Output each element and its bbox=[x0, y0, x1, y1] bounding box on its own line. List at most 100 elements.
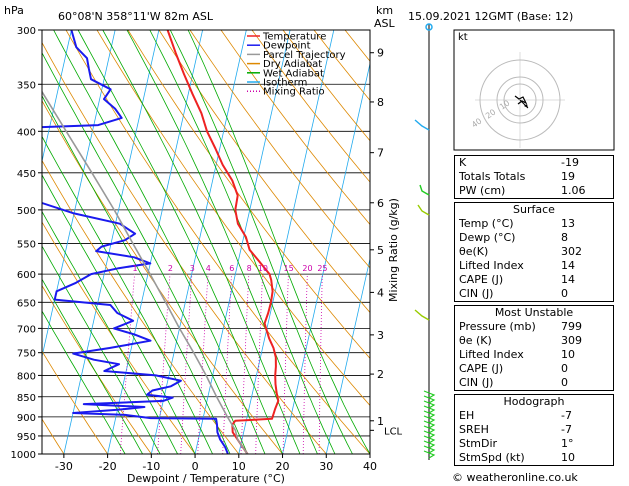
isotherm bbox=[282, 61, 370, 454]
wind-barb bbox=[414, 119, 430, 131]
index-label: SREH bbox=[459, 423, 489, 436]
index-label: Lifted Index bbox=[459, 259, 524, 272]
table-row: Totals Totals 19 bbox=[455, 170, 614, 184]
index-label: θe(K) bbox=[459, 245, 489, 258]
storm-motion-arrowhead bbox=[524, 104, 528, 108]
index-value: 14 bbox=[561, 273, 575, 286]
wind-barb bbox=[423, 425, 436, 434]
wind-profile bbox=[414, 23, 436, 460]
index-label: θe (K) bbox=[459, 334, 492, 347]
hodograph-table: Hodograph EH -7 SREH -7 StmDir 1° StmSpd (kt) 10 bbox=[454, 394, 614, 466]
location-title: 60°08'N 358°11'W 82m ASL bbox=[58, 10, 214, 23]
temperature-tick-label: 0 bbox=[192, 460, 199, 473]
isotherm bbox=[369, 452, 370, 454]
temperature-tick-label: 10 bbox=[232, 460, 246, 473]
indices-panel: K -19 Totals Totals 19 PW (cm) 1.06 Surface Te… bbox=[454, 155, 614, 469]
isotherm bbox=[325, 256, 370, 454]
indices-table: K -19 Totals Totals 19 PW (cm) 1.06 bbox=[454, 155, 614, 199]
wet-adiabat bbox=[169, 30, 353, 454]
dry-adiabat bbox=[42, 159, 240, 454]
index-label: CAPE (J) bbox=[459, 362, 504, 375]
mixing-ratio-labels: 1 2 3 4 6 8 10 15 20 25 bbox=[133, 264, 328, 273]
index-label: K bbox=[459, 156, 467, 169]
wet-adiabat bbox=[102, 30, 301, 454]
mixing-ratio-label: 2 bbox=[168, 264, 173, 273]
wind-barb bbox=[423, 395, 436, 404]
mixing-ratio-line bbox=[119, 274, 135, 454]
temperature-tick-label: 30 bbox=[319, 460, 333, 473]
table-row: Temp (°C) 13 bbox=[455, 217, 614, 231]
pressure-tick-label: 400 bbox=[17, 127, 36, 138]
isotherm bbox=[63, 30, 160, 454]
mixing-ratio-label: 6 bbox=[229, 264, 234, 273]
index-label: Lifted Index bbox=[459, 348, 524, 361]
wind-barb bbox=[423, 405, 436, 414]
mixing-ratio-label: 25 bbox=[317, 264, 327, 273]
temperature-tick-label: 40 bbox=[363, 460, 377, 473]
wind-top-marker bbox=[425, 23, 433, 31]
dry-adiabat bbox=[96, 30, 370, 407]
table-row: SREH -7 bbox=[455, 423, 614, 437]
pressure-tick-label: 700 bbox=[17, 324, 36, 335]
index-value: 13 bbox=[561, 217, 575, 230]
table-row: Dewp (°C) 8 bbox=[455, 231, 614, 245]
table-row: PW (cm) 1.06 bbox=[455, 184, 614, 199]
wet-adiabat bbox=[42, 52, 248, 454]
wind-barb bbox=[423, 440, 436, 449]
index-label: CIN (J) bbox=[459, 376, 494, 389]
most-unstable-title: Most Unstable bbox=[494, 306, 574, 319]
pressure-tick-label: 650 bbox=[17, 298, 36, 309]
mixing-ratio-line bbox=[197, 274, 209, 454]
pressure-tick-label: 950 bbox=[17, 432, 36, 443]
height-tick-label: 1 bbox=[377, 415, 384, 428]
index-value: 8 bbox=[561, 231, 568, 244]
most-unstable-table: Most Unstable Pressure (mb) 799 θe (K) 309 Li… bbox=[454, 305, 614, 391]
index-value: 302 bbox=[561, 245, 582, 258]
dry-adiabat bbox=[42, 41, 327, 454]
mixing-ratio-label: 20 bbox=[302, 264, 312, 273]
index-label: CIN (J) bbox=[459, 287, 494, 300]
index-value: 0 bbox=[561, 287, 568, 300]
mixing-ratio-line bbox=[222, 274, 232, 454]
mixing-ratio-label: 3 bbox=[190, 264, 195, 273]
wet-adiabat bbox=[42, 174, 196, 454]
table-row: StmDir 1° bbox=[455, 437, 614, 451]
wind-barb bbox=[423, 420, 436, 429]
pressure-tick-label: 600 bbox=[17, 270, 36, 281]
height-tick-label: 8 bbox=[377, 96, 384, 109]
wet-adiabat bbox=[126, 30, 318, 454]
mixing-ratio-line bbox=[302, 274, 308, 454]
index-label: Dewp (°C) bbox=[459, 231, 516, 244]
profile-curves bbox=[42, 30, 280, 454]
wind-barb bbox=[419, 184, 430, 196]
legend-entry: Dewpoint bbox=[263, 41, 311, 52]
mixing-ratio-line bbox=[240, 274, 250, 454]
wind-barb bbox=[423, 390, 436, 399]
dry-adiabat bbox=[158, 30, 370, 314]
height-tick-label: 5 bbox=[377, 244, 384, 257]
dry-adiabat bbox=[189, 30, 370, 269]
surface-title: Surface bbox=[513, 203, 555, 216]
index-value: 799 bbox=[561, 320, 582, 333]
legend-entry: Mixing Ratio bbox=[263, 87, 325, 98]
mixing-ratio-line bbox=[318, 274, 323, 454]
mixing-ratio-line bbox=[180, 274, 193, 454]
legend-entry: Parcel Trajectory bbox=[263, 50, 346, 61]
isotherm bbox=[42, 30, 72, 164]
km-label: km bbox=[376, 4, 393, 17]
index-label: PW (cm) bbox=[459, 184, 506, 197]
wet-adiabat bbox=[53, 30, 266, 454]
x-axis-label: Dewpoint / Temperature (°C) bbox=[127, 472, 285, 485]
wind-barb bbox=[417, 204, 430, 216]
wet-adiabat bbox=[42, 135, 213, 454]
hodograph-unit: kt bbox=[458, 32, 468, 43]
series-dewpoint bbox=[42, 30, 230, 454]
index-label: Temp (°C) bbox=[459, 217, 514, 230]
thermo-grid bbox=[42, 30, 370, 454]
plot-frame bbox=[41, 29, 371, 455]
mixing-ratio-label: 15 bbox=[284, 264, 294, 273]
dry-adiabat bbox=[220, 30, 370, 226]
legend-entry: Dry Adiabat bbox=[263, 59, 322, 70]
mixing-ratio-line bbox=[255, 274, 263, 454]
